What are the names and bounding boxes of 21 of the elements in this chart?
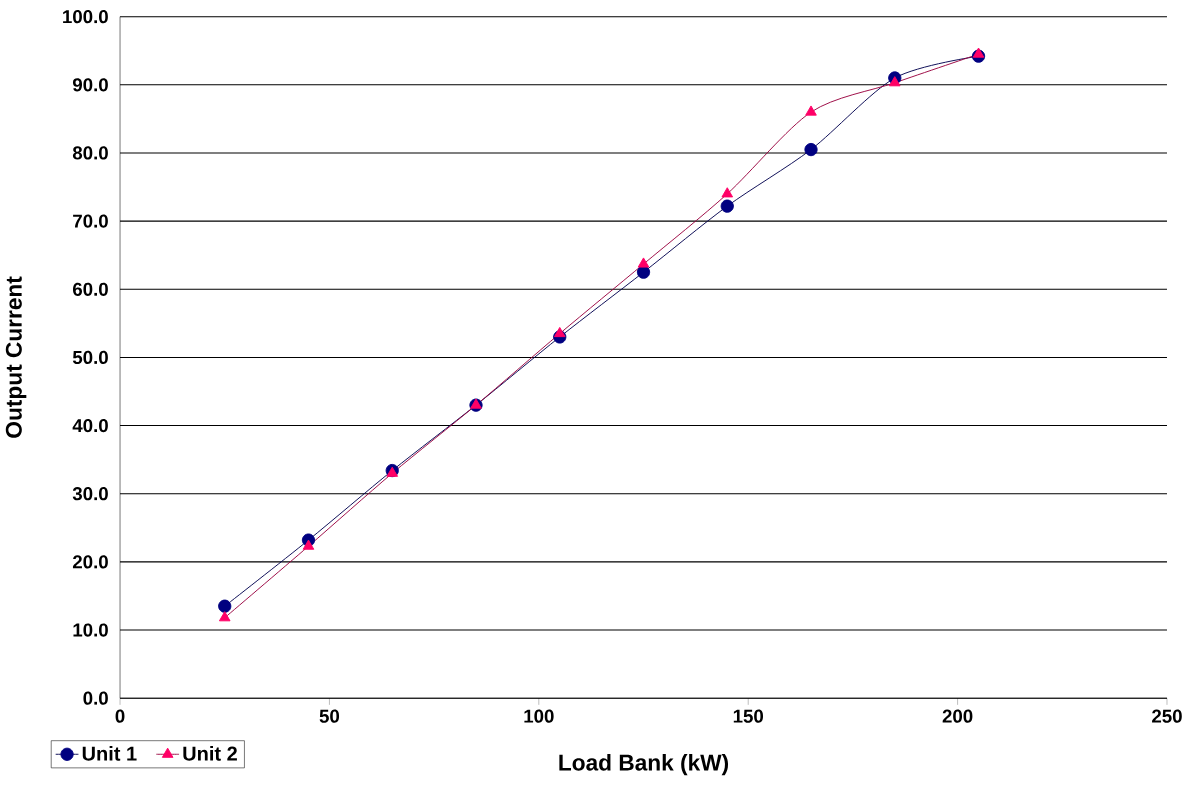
x-tick-label: 200 <box>942 709 973 723</box>
y-tick-label: 60.0 <box>73 282 108 296</box>
y-tick-label: 90.0 <box>72 78 108 92</box>
x-axis-title: Load Bank (kW) <box>559 753 729 776</box>
y-tick-label: 50.0 <box>72 350 108 364</box>
y-tick-label: 10.0 <box>73 623 108 637</box>
x-tick-label: 250 <box>1152 709 1182 723</box>
x-tick-label: 50 <box>319 709 340 723</box>
legend-label: Unit 2 <box>183 745 237 761</box>
y-tick-label: 20.0 <box>72 555 108 569</box>
y-axis-title: Output Current <box>5 276 27 438</box>
legend-label: Unit 1 <box>82 745 137 761</box>
y-tick-label: 80.0 <box>72 146 108 160</box>
x-tick-label: 150 <box>733 709 764 723</box>
y-tick-label: 100.0 <box>63 9 108 24</box>
y-tick-label: 40.0 <box>72 418 108 433</box>
y-tick-label: 0.0 <box>83 691 108 705</box>
x-tick-label: 100 <box>524 709 554 723</box>
y-tick-label: 30.0 <box>72 486 108 501</box>
y-tick-label: 70.0 <box>73 214 108 228</box>
x-tick-label: 0 <box>115 709 125 723</box>
